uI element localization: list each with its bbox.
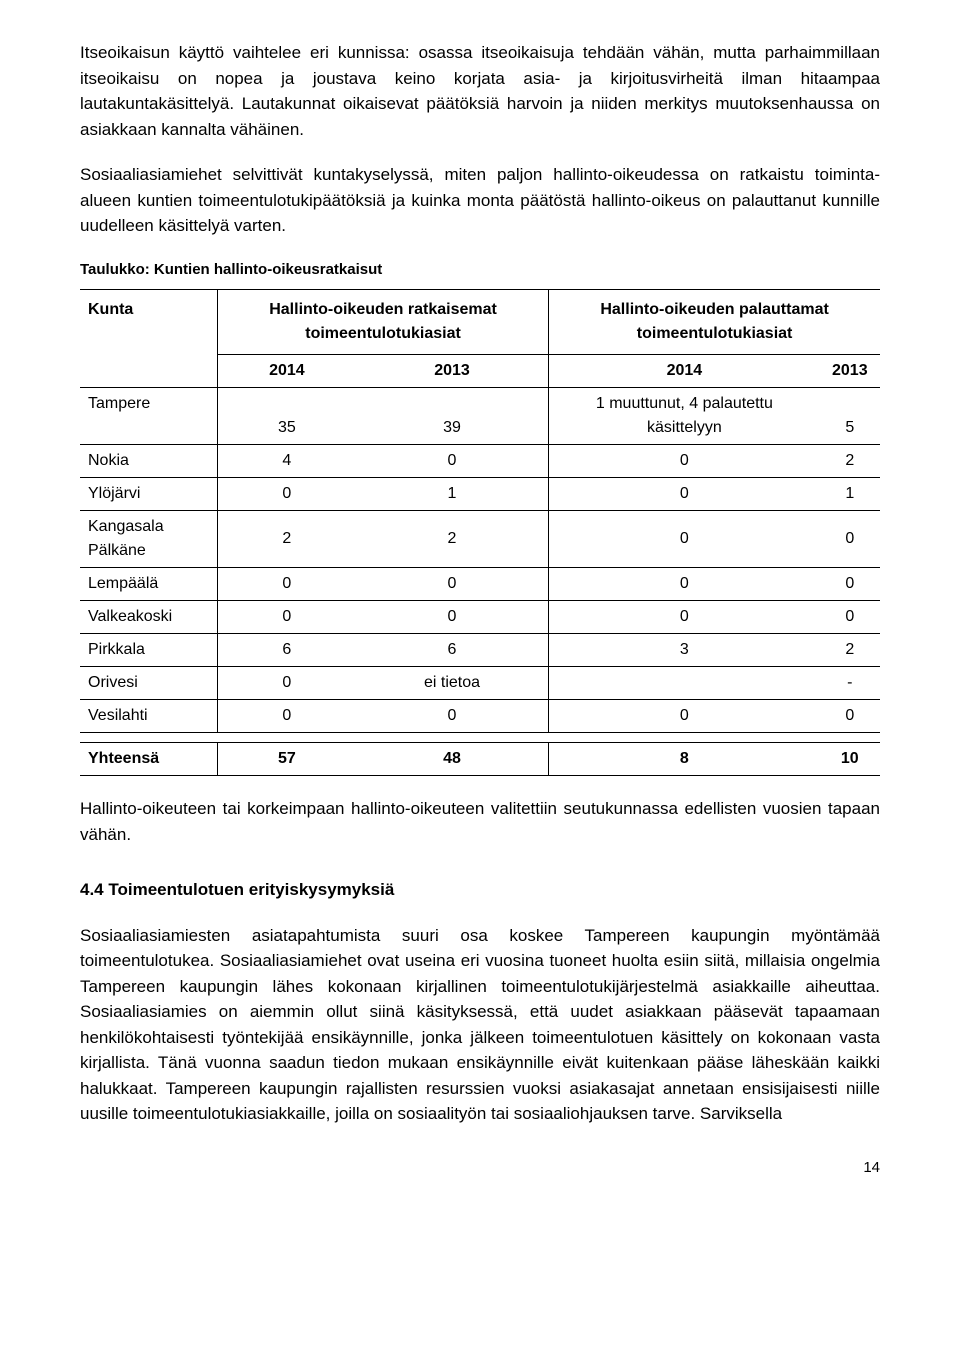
cell-p2014: 1 muuttunut, 4 palautettu käsittelyyn: [549, 388, 820, 445]
cell-p2013: 0: [820, 601, 880, 634]
cell-r2014: 0: [217, 601, 355, 634]
cell-kunta: Kangasala Pälkäne: [80, 511, 217, 568]
page-number: 14: [80, 1157, 880, 1180]
header-kunta: Kunta: [80, 290, 217, 388]
cell-r2014: 35: [217, 388, 355, 445]
table-row: Vesilahti 0 0 0 0: [80, 700, 880, 733]
cell-r2013: 1: [356, 478, 549, 511]
total-p2014: 8: [549, 743, 820, 776]
paragraph-3: Hallinto-oikeuteen tai korkeimpaan halli…: [80, 796, 880, 847]
cell-p2014: 0: [549, 478, 820, 511]
table-total-row: Yhteensä 57 48 8 10: [80, 743, 880, 776]
cell-p2014: 0: [549, 568, 820, 601]
cell-r2013: 0: [356, 568, 549, 601]
cell-r2013: 0: [356, 601, 549, 634]
cell-kunta: Vesilahti: [80, 700, 217, 733]
cell-r2013: 2: [356, 511, 549, 568]
cell-p2014: [549, 667, 820, 700]
cell-r2014: 6: [217, 634, 355, 667]
cell-p2013: 2: [820, 634, 880, 667]
table-row: Orivesi 0 ei tietoa -: [80, 667, 880, 700]
total-label: Yhteensä: [80, 743, 217, 776]
cell-r2014: 4: [217, 445, 355, 478]
cell-p2013: -: [820, 667, 880, 700]
table-row: Nokia 4 0 0 2: [80, 445, 880, 478]
cell-r2013: 0: [356, 445, 549, 478]
cell-p2013: 0: [820, 700, 880, 733]
cell-r2014: 0: [217, 667, 355, 700]
cell-r2013: ei tietoa: [356, 667, 549, 700]
cell-kunta: Pirkkala: [80, 634, 217, 667]
table-row: Lempäälä 0 0 0 0: [80, 568, 880, 601]
section-heading-4-4: 4.4 Toimeentulotuen erityiskysymyksiä: [80, 877, 880, 903]
cell-p2013: 0: [820, 511, 880, 568]
cell-r2013: 0: [356, 700, 549, 733]
cell-kunta: Nokia: [80, 445, 217, 478]
cell-p2013: 1: [820, 478, 880, 511]
cell-p2014: 0: [549, 700, 820, 733]
hallinto-oikeus-table: Kunta Hallinto-oikeuden ratkaisemat toim…: [80, 289, 880, 776]
header-year-2014-b: 2014: [549, 355, 820, 388]
table-row: Valkeakoski 0 0 0 0: [80, 601, 880, 634]
total-p2013: 10: [820, 743, 880, 776]
cell-r2013: 6: [356, 634, 549, 667]
cell-r2014: 0: [217, 568, 355, 601]
paragraph-1: Itseoikaisun käyttö vaihtelee eri kunnis…: [80, 40, 880, 142]
cell-p2014: 3: [549, 634, 820, 667]
cell-p2013: 5: [820, 388, 880, 445]
cell-kunta: Orivesi: [80, 667, 217, 700]
cell-kunta: Lempäälä: [80, 568, 217, 601]
table-row: Ylöjärvi 0 1 0 1: [80, 478, 880, 511]
cell-p2013: 2: [820, 445, 880, 478]
cell-p2013: 0: [820, 568, 880, 601]
cell-kunta: Valkeakoski: [80, 601, 217, 634]
cell-r2014: 0: [217, 478, 355, 511]
total-r2014: 57: [217, 743, 355, 776]
cell-p2014: 0: [549, 511, 820, 568]
cell-kunta: Tampere: [80, 388, 217, 445]
table-row: Pirkkala 6 6 3 2: [80, 634, 880, 667]
table-row: Kangasala Pälkäne 2 2 0 0: [80, 511, 880, 568]
header-year-2013-a: 2013: [356, 355, 549, 388]
cell-p2014: 0: [549, 601, 820, 634]
cell-p2014: 0: [549, 445, 820, 478]
header-year-2013-b: 2013: [820, 355, 880, 388]
header-palauttamat: Hallinto-oikeuden palauttamat toimeentul…: [549, 290, 880, 355]
header-year-2014-a: 2014: [217, 355, 355, 388]
table-row: Tampere 35 39 1 muuttunut, 4 palautettu …: [80, 388, 880, 445]
header-ratkaisemat: Hallinto-oikeuden ratkaisemat toimeentul…: [217, 290, 548, 355]
cell-r2014: 2: [217, 511, 355, 568]
cell-r2013: 39: [356, 388, 549, 445]
paragraph-4: Sosiaaliasiamiesten asiatapahtumista suu…: [80, 923, 880, 1127]
table-caption: Taulukko: Kuntien hallinto-oikeusratkais…: [80, 259, 880, 282]
paragraph-2: Sosiaaliasiamiehet selvittivät kuntakyse…: [80, 162, 880, 239]
cell-kunta: Ylöjärvi: [80, 478, 217, 511]
total-r2013: 48: [356, 743, 549, 776]
cell-r2014: 0: [217, 700, 355, 733]
